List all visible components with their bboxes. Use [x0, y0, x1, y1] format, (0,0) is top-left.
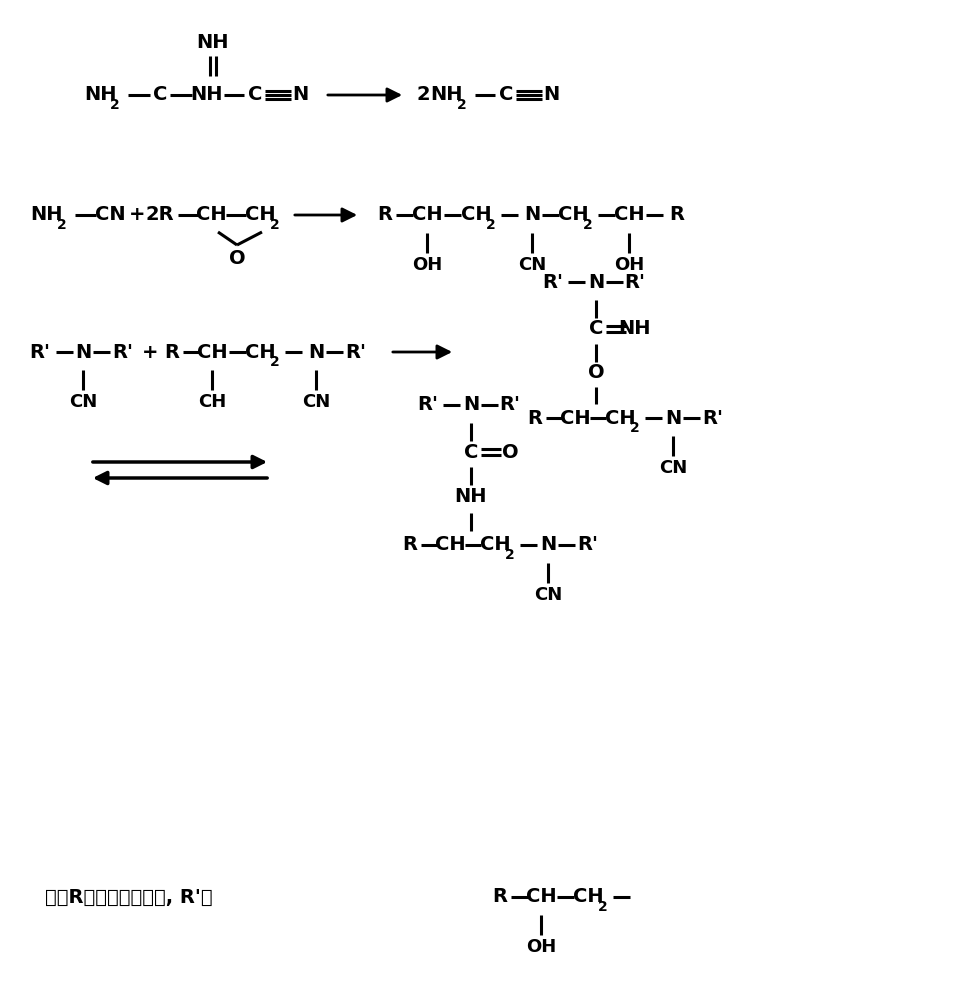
- Text: O: O: [502, 442, 518, 462]
- Text: R': R': [113, 342, 134, 361]
- Text: 2: 2: [486, 218, 496, 232]
- Text: CN: CN: [301, 393, 330, 411]
- Text: R: R: [403, 536, 418, 554]
- Text: CN: CN: [659, 459, 688, 477]
- Text: CH: CH: [460, 206, 491, 225]
- Text: N: N: [540, 536, 556, 554]
- Text: N: N: [524, 206, 540, 225]
- Text: CH: CH: [526, 888, 557, 906]
- Text: CH: CH: [195, 206, 226, 225]
- Text: CH: CH: [573, 888, 603, 906]
- Text: NH: NH: [191, 86, 223, 104]
- Text: NH: NH: [430, 86, 463, 104]
- Text: CH: CH: [245, 206, 275, 225]
- Text: +: +: [142, 342, 158, 361]
- Text: CN: CN: [534, 586, 562, 604]
- Text: R': R': [418, 395, 438, 414]
- Text: R: R: [165, 342, 179, 361]
- Text: 2: 2: [110, 98, 119, 112]
- Text: C: C: [153, 86, 168, 104]
- Text: CH: CH: [245, 342, 275, 361]
- Text: 2: 2: [506, 548, 515, 562]
- Text: N: N: [292, 86, 308, 104]
- Text: R': R': [346, 342, 367, 361]
- Text: 2: 2: [271, 218, 280, 232]
- Text: CH: CH: [558, 206, 588, 225]
- Text: N: N: [463, 395, 480, 414]
- Text: OH: OH: [526, 938, 556, 956]
- Text: NH: NH: [455, 488, 487, 506]
- Text: OH: OH: [613, 256, 644, 274]
- Text: R': R': [578, 536, 598, 554]
- Text: CH: CH: [196, 342, 227, 361]
- Text: C: C: [499, 86, 513, 104]
- Text: R': R': [542, 272, 563, 292]
- Text: 2: 2: [416, 86, 429, 104]
- Text: R: R: [669, 206, 685, 225]
- Text: C: C: [464, 442, 479, 462]
- Text: CH: CH: [412, 206, 442, 225]
- Text: CH: CH: [560, 408, 590, 428]
- Text: 2: 2: [598, 900, 608, 914]
- Text: NH: NH: [84, 86, 117, 104]
- Text: N: N: [75, 342, 91, 361]
- Text: CN: CN: [518, 256, 546, 274]
- Text: N: N: [308, 342, 325, 361]
- Text: R': R': [624, 272, 645, 292]
- Text: CH: CH: [605, 408, 636, 428]
- Text: CN: CN: [94, 206, 125, 225]
- Text: CH: CH: [613, 206, 644, 225]
- Text: C: C: [588, 320, 603, 338]
- Text: 2: 2: [57, 218, 66, 232]
- Text: N: N: [543, 86, 560, 104]
- Text: O: O: [228, 248, 246, 267]
- Text: 2: 2: [457, 98, 467, 112]
- Text: NH: NH: [31, 206, 64, 225]
- Text: O: O: [587, 363, 605, 382]
- Text: 2R: 2R: [145, 206, 174, 225]
- Text: R': R': [702, 408, 723, 428]
- Text: R': R': [30, 342, 50, 361]
- Text: OH: OH: [412, 256, 442, 274]
- Text: 2: 2: [584, 218, 593, 232]
- Text: CH: CH: [480, 536, 510, 554]
- Text: 2: 2: [271, 355, 280, 369]
- Text: CH: CH: [434, 536, 465, 554]
- Text: NH: NH: [619, 320, 651, 338]
- Text: CH: CH: [197, 393, 226, 411]
- Text: 式中R为环氧树脂残基, R'为: 式中R为环氧树脂残基, R'为: [45, 888, 213, 906]
- Text: 2: 2: [630, 421, 639, 435]
- Text: C: C: [247, 86, 262, 104]
- Text: NH: NH: [196, 32, 229, 51]
- Text: N: N: [664, 408, 681, 428]
- Text: CN: CN: [69, 393, 97, 411]
- Text: R: R: [528, 408, 542, 428]
- Text: R: R: [492, 888, 508, 906]
- Text: R: R: [377, 206, 393, 225]
- Text: +: +: [129, 206, 145, 225]
- Text: N: N: [587, 272, 604, 292]
- Text: R': R': [500, 395, 520, 414]
